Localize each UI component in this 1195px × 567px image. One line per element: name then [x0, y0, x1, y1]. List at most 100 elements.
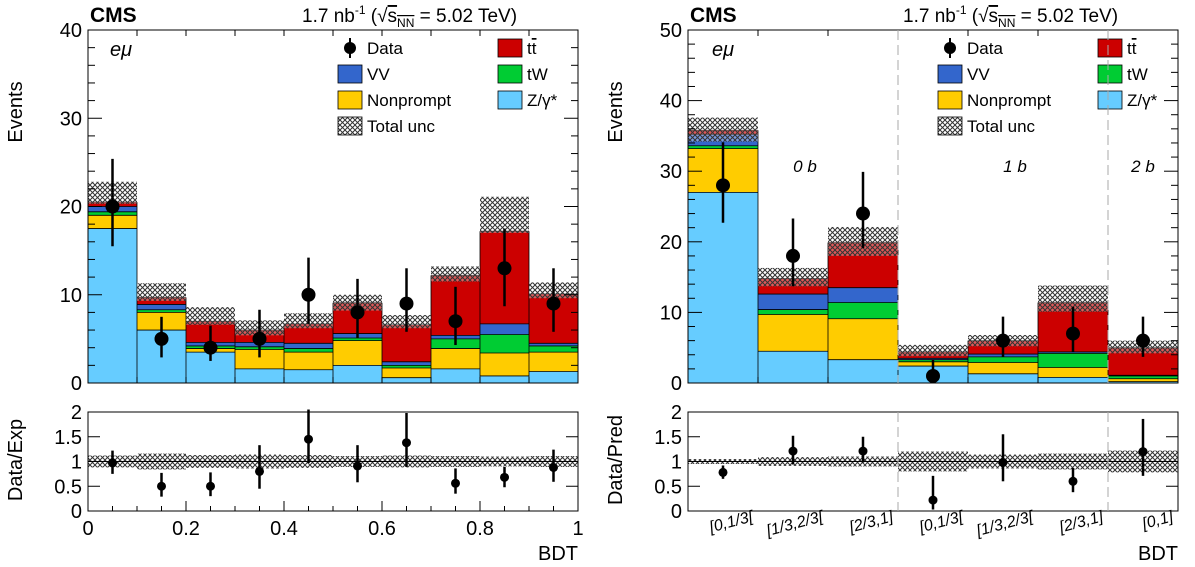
x-tick-label: 0 [82, 518, 93, 540]
energy-subscript: NN [397, 16, 414, 30]
right-ratio-plot: 00.511.52 [0,1/3[[1/3,2/3[[2/3,1] [0,1/3[… [605, 402, 1179, 565]
legend-swatch-tw [497, 64, 523, 84]
ratio-point [353, 461, 362, 471]
stack-bar-nonprompt [968, 362, 1038, 374]
left-ratio-plot: 00.511.520 0.2 0.4 0.6 0.8 1 Data/Exp BDT [5, 402, 584, 565]
uncertainty-box [137, 283, 186, 301]
legend-label-tw: tW [527, 65, 548, 84]
stack-bar-z [968, 373, 1038, 383]
legend-label-ttbar: tt [1127, 39, 1137, 58]
energy-s: s [989, 6, 999, 27]
stack-bar-z [431, 368, 480, 383]
right-data-points [716, 142, 1150, 383]
stack-bar-tw [137, 309, 186, 313]
stack-bar-nonprompt [284, 352, 333, 370]
stack-bar-vv [758, 294, 828, 310]
data-point [546, 296, 561, 311]
stack-bar-vv [828, 287, 898, 303]
left-main-plot: 0 10 20 30 40 Data tt VV tW Nonprompt Z/γ* Total u… [5, 3, 579, 395]
y-tick-label: 10 [60, 285, 82, 307]
data-point [203, 340, 218, 355]
stack-bar-z [88, 228, 137, 383]
ratio-y-tick-label: 1.5 [54, 427, 82, 449]
right-main-plot: 0 10 20 30 40 50 Data tt VV tW Nonprompt Z/γ* Total… [605, 3, 1179, 395]
y-tick-label: 20 [660, 232, 682, 254]
category-group-label: 2 b [1130, 157, 1155, 176]
left-ratio-points [108, 409, 558, 497]
y-tick-label: 40 [60, 20, 82, 42]
ratio-y-tick-label: 1 [671, 452, 682, 474]
ratio-point [858, 446, 868, 456]
right-ratio-axes: 0 0.51 1.5 2 [654, 402, 1179, 523]
y-tick-label: 0 [671, 373, 682, 395]
ratio-y-tick-label: 0.5 [54, 476, 82, 498]
stack-bar-tw [968, 356, 1038, 363]
bin-label: [1/3,2/3[ [974, 508, 1037, 540]
legend-label-unc: Total unc [967, 117, 1036, 136]
category-group-label: 0 b [793, 157, 817, 176]
left-legend: Data tt VV tW Nonprompt Z/γ* Total unc [337, 38, 558, 136]
x-tick-label: 0.6 [368, 518, 396, 540]
ratio-point [1068, 476, 1078, 486]
ratio-y-tick-label: 2 [671, 402, 682, 424]
stack-bar-z [284, 369, 333, 383]
data-point [301, 287, 316, 302]
stack-bar-z [828, 359, 898, 383]
right-bin-labels: [0,1/3[[1/3,2/3[[2/3,1] [0,1/3[[1/3,2/3[[… [707, 412, 1176, 540]
ratio-y-tick-label: 1 [71, 452, 82, 474]
y-tick-label: 30 [660, 161, 682, 183]
x-tick-label: 0.4 [270, 518, 298, 540]
right-stack-histogram [687, 129, 1178, 383]
stack-bar-nonprompt [529, 352, 578, 372]
legend-label-unc: Total unc [367, 117, 436, 136]
stack-bar-z [529, 371, 578, 383]
stack-bar-vv [382, 361, 431, 366]
legend-swatch-zgamma [1097, 90, 1123, 110]
bin-label: [1/3,2/3[ [764, 508, 827, 540]
stack-bar-z [758, 351, 828, 383]
left-cms-label: CMS [90, 4, 137, 27]
data-point [154, 331, 169, 346]
lumi-value: 1.7 nb [903, 6, 956, 27]
legend-label-nonprompt: Nonprompt [967, 91, 1051, 110]
y-tick-label: 10 [660, 302, 682, 324]
stack-bar-z [688, 192, 758, 383]
stack-bar-vv [284, 343, 333, 349]
right-channel-label: eμ [712, 39, 734, 61]
ratio-y-tick-label: 0 [671, 501, 682, 523]
stack-bar-z [480, 375, 529, 383]
y-tick-label: 50 [660, 20, 682, 42]
right-main-axes: 0 10 20 30 40 50 [660, 20, 1179, 395]
stack-bar-tt [284, 323, 333, 344]
legend-swatch-tw [1097, 64, 1123, 84]
legend-tbar: t [1132, 39, 1137, 58]
lumi-value: 1.7 nb [302, 6, 355, 27]
uncertainty-box [186, 307, 235, 325]
legend-data-marker [944, 42, 956, 54]
stack-bar-tw [529, 345, 578, 353]
stack-bar-tw [1038, 353, 1108, 368]
stack-bar-z [382, 377, 431, 383]
right-category-labels: 0 b 1 b 2 b [793, 30, 1155, 383]
ratio-point [549, 462, 558, 472]
x-tick-label: 0.2 [172, 518, 200, 540]
x-tick-label: 1 [572, 518, 583, 540]
ratio-y-tick-label: 0 [71, 501, 82, 523]
legend-label-zgamma: Z/γ* [527, 91, 558, 110]
left-channel-label: eμ [110, 39, 132, 61]
ratio-y-tick-label: 2 [71, 402, 82, 424]
stack-bar-nonprompt [1108, 378, 1178, 382]
lumi-exponent: -1 [956, 3, 967, 17]
uncertainty-box [480, 196, 529, 233]
uncertainty-box [431, 266, 480, 282]
stack-bar-tw [382, 365, 431, 368]
legend-data-marker [344, 42, 356, 54]
right-cms-label: CMS [690, 4, 737, 27]
data-point [926, 368, 940, 383]
left-ratio-y-axis-title: Data/Exp [5, 419, 27, 501]
ratio-point [206, 481, 215, 491]
stack-bar-vv [480, 323, 529, 335]
data-point [716, 178, 730, 193]
energy-suffix: = 5.02 TeV) [414, 6, 517, 27]
ratio-point [998, 457, 1008, 467]
